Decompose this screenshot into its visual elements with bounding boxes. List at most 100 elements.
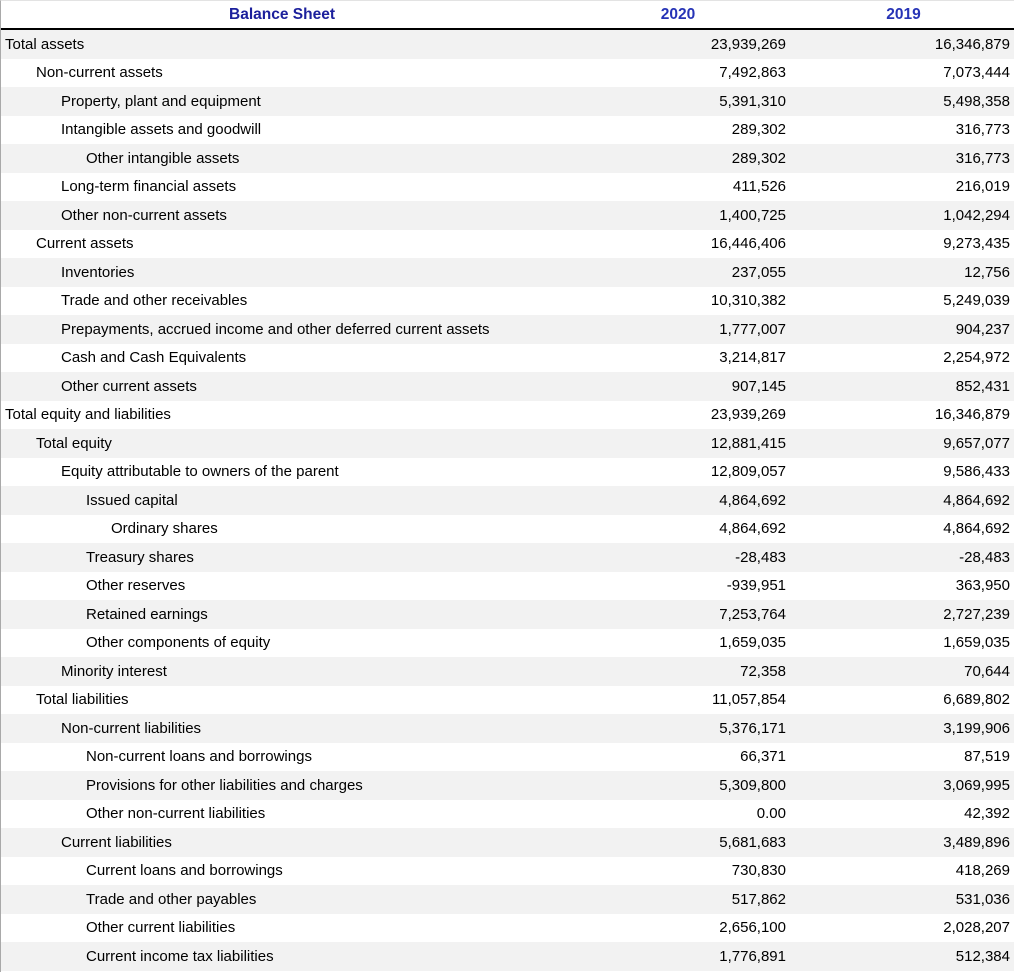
value-2019[interactable]: 3,069,995 — [943, 776, 1010, 794]
table-row[interactable]: Other intangible assets 289,302 316,773 — [1, 144, 1014, 173]
value-2020[interactable]: 11,057,854 — [712, 691, 786, 709]
table-row[interactable]: Non-current assets 7,492,863 7,073,444 — [1, 58, 1014, 87]
value-2020[interactable]: 1,777,007 — [719, 320, 786, 338]
value-2019[interactable]: 9,273,435 — [943, 235, 1010, 253]
row-label[interactable]: Total equity and liabilities — [5, 406, 171, 424]
table-row[interactable]: Trade and other payables 517,862 531,036 — [1, 885, 1014, 914]
table-row[interactable]: Total equity 12,881,415 9,657,077 — [1, 429, 1014, 458]
row-label[interactable]: Other current liabilities — [86, 919, 236, 937]
table-row[interactable]: Total assets 23,939,269 16,346,879 — [1, 30, 1014, 59]
row-label[interactable]: Current assets — [36, 235, 134, 253]
value-2019[interactable]: 316,773 — [955, 149, 1010, 167]
table-row[interactable]: Non-current liabilities 5,376,171 3,199,… — [1, 714, 1014, 743]
row-label[interactable]: Non-current liabilities — [61, 719, 202, 737]
column-header-2020[interactable]: 2020 — [660, 5, 696, 23]
value-2020[interactable]: -939,951 — [726, 577, 786, 595]
table-row[interactable]: Other reserves -939,951 363,950 — [1, 571, 1014, 600]
value-2019[interactable]: 3,199,906 — [943, 719, 1010, 737]
value-2020[interactable]: 66,371 — [740, 748, 786, 766]
row-label[interactable]: Other non-current liabilities — [86, 805, 266, 823]
table-row[interactable]: Prepayments, accrued income and other de… — [1, 315, 1014, 344]
value-2019[interactable]: 7,073,444 — [943, 64, 1010, 82]
value-2019[interactable]: 5,498,358 — [943, 92, 1010, 110]
table-row[interactable]: Current loans and borrowings 730,830 418… — [1, 856, 1014, 885]
table-row[interactable]: Other non-current liabilities 0.00 42,39… — [1, 799, 1014, 828]
value-2019[interactable]: 4,864,692 — [943, 520, 1010, 538]
table-row[interactable]: Ordinary shares 4,864,692 4,864,692 — [1, 514, 1014, 543]
table-row[interactable]: Other current liabilities 2,656,100 2,02… — [1, 913, 1014, 942]
value-2020[interactable]: 730,830 — [731, 862, 786, 880]
value-2019[interactable]: 9,657,077 — [943, 434, 1010, 452]
table-row[interactable]: Current income tax liabilities 1,776,891… — [1, 942, 1014, 971]
value-2020[interactable]: 1,776,891 — [719, 947, 786, 965]
value-2020[interactable]: 12,809,057 — [710, 463, 786, 481]
value-2020[interactable]: 23,939,269 — [710, 406, 786, 424]
row-label[interactable]: Non-current loans and borrowings — [86, 748, 312, 766]
value-2020[interactable]: 1,659,035 — [719, 634, 786, 652]
row-label[interactable]: Non-current assets — [36, 64, 163, 82]
row-label[interactable]: Current income tax liabilities — [86, 947, 274, 965]
value-2020[interactable]: 907,145 — [731, 377, 786, 395]
value-2019[interactable]: 2,254,972 — [943, 349, 1010, 367]
value-2019[interactable]: 5,249,039 — [943, 292, 1010, 310]
row-label[interactable]: Prepayments, accrued income and other de… — [61, 320, 490, 338]
value-2019[interactable]: 216,019 — [955, 178, 1010, 196]
value-2020[interactable]: 5,391,310 — [719, 92, 786, 110]
table-row[interactable]: Minority interest 72,358 70,644 — [1, 657, 1014, 686]
value-2019[interactable]: 904,237 — [955, 320, 1010, 338]
row-label[interactable]: Intangible assets and goodwill — [61, 121, 262, 139]
table-row[interactable]: Other current assets 907,145 852,431 — [1, 372, 1014, 401]
row-label[interactable]: Cash and Cash Equivalents — [61, 349, 247, 367]
table-row[interactable]: Other components of equity 1,659,035 1,6… — [1, 628, 1014, 657]
value-2019[interactable]: 2,028,207 — [943, 919, 1010, 937]
value-2019[interactable]: 852,431 — [955, 377, 1010, 395]
table-row[interactable]: Long-term financial assets 411,526 216,0… — [1, 172, 1014, 201]
value-2020[interactable]: 0.00 — [756, 805, 786, 823]
table-row[interactable]: Trade and other receivables 10,310,382 5… — [1, 286, 1014, 315]
column-header-2019[interactable]: 2019 — [886, 5, 921, 23]
value-2019[interactable]: 16,346,879 — [934, 35, 1010, 53]
value-2020[interactable]: -28,483 — [735, 548, 786, 566]
table-row[interactable]: Intangible assets and goodwill 289,302 3… — [1, 115, 1014, 144]
value-2019[interactable]: 9,586,433 — [943, 463, 1010, 481]
value-2020[interactable]: 16,446,406 — [710, 235, 786, 253]
row-label[interactable]: Other current assets — [61, 377, 197, 395]
row-label[interactable]: Trade and other payables — [86, 890, 257, 908]
value-2020[interactable]: 517,862 — [731, 890, 786, 908]
value-2020[interactable]: 411,526 — [732, 178, 786, 196]
value-2020[interactable]: 1,400,725 — [719, 206, 786, 224]
value-2020[interactable]: 12,881,415 — [710, 434, 786, 452]
row-label[interactable]: Inventories — [61, 263, 135, 281]
row-label[interactable]: Other components of equity — [86, 634, 271, 652]
value-2019[interactable]: 2,727,239 — [943, 605, 1010, 623]
row-label[interactable]: Current liabilities — [61, 833, 172, 851]
row-label[interactable]: Treasury shares — [86, 548, 194, 566]
value-2020[interactable]: 23,939,269 — [710, 35, 786, 53]
value-2019[interactable]: 1,659,035 — [943, 634, 1010, 652]
value-2019[interactable]: 418,269 — [955, 862, 1010, 880]
value-2020[interactable]: 5,681,683 — [719, 833, 786, 851]
table-row[interactable]: Current assets 16,446,406 9,273,435 — [1, 229, 1014, 258]
value-2020[interactable]: 7,253,764 — [719, 605, 786, 623]
value-2020[interactable]: 10,310,382 — [710, 292, 786, 310]
value-2020[interactable]: 3,214,817 — [719, 349, 786, 367]
table-row[interactable]: Property, plant and equipment 5,391,310 … — [1, 87, 1014, 116]
value-2020[interactable]: 4,864,692 — [719, 491, 786, 509]
value-2019[interactable]: 4,864,692 — [943, 491, 1010, 509]
row-label[interactable]: Minority interest — [61, 662, 167, 680]
table-row[interactable]: Equity attributable to owners of the par… — [1, 457, 1014, 486]
value-2020[interactable]: 237,055 — [731, 263, 786, 281]
row-label[interactable]: Other non-current assets — [61, 206, 227, 224]
row-label[interactable]: Equity attributable to owners of the par… — [61, 463, 339, 481]
value-2019[interactable]: 42,392 — [964, 805, 1010, 823]
table-row[interactable]: Issued capital 4,864,692 4,864,692 — [1, 486, 1014, 515]
value-2019[interactable]: 3,489,896 — [943, 833, 1010, 851]
row-label[interactable]: Property, plant and equipment — [61, 92, 261, 110]
row-label[interactable]: Total equity — [36, 434, 112, 452]
row-label[interactable]: Issued capital — [86, 491, 178, 509]
row-label[interactable]: Total assets — [5, 35, 85, 53]
value-2019[interactable]: 16,346,879 — [934, 406, 1010, 424]
table-row[interactable]: Treasury shares -28,483 -28,483 — [1, 543, 1014, 572]
value-2020[interactable]: 72,358 — [740, 662, 786, 680]
value-2019[interactable]: 531,036 — [955, 890, 1010, 908]
